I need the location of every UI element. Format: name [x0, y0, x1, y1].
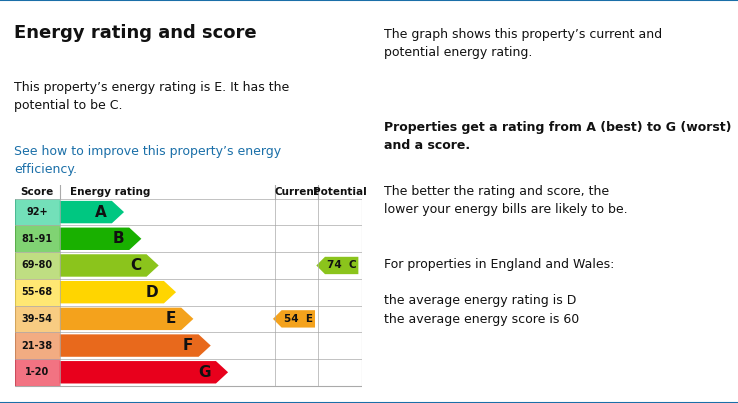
Bar — [15, 305, 60, 332]
Text: the average energy rating is D
the average energy score is 60: the average energy rating is D the avera… — [384, 294, 579, 326]
Bar — [15, 199, 60, 225]
Polygon shape — [60, 361, 228, 384]
Polygon shape — [60, 201, 124, 223]
Text: Score: Score — [21, 187, 54, 197]
Text: For properties in England and Wales:: For properties in England and Wales: — [384, 258, 614, 271]
Bar — [15, 252, 60, 279]
Polygon shape — [273, 310, 315, 328]
Text: 1-20: 1-20 — [25, 367, 49, 377]
Polygon shape — [60, 254, 159, 277]
Bar — [15, 225, 60, 252]
Text: The better the rating and score, the
lower your energy bills are likely to be.: The better the rating and score, the low… — [384, 185, 627, 216]
Text: 55-68: 55-68 — [21, 287, 53, 297]
Text: B: B — [112, 231, 124, 246]
Text: F: F — [183, 338, 193, 353]
Text: The graph shows this property’s current and
potential energy rating.: The graph shows this property’s current … — [384, 28, 662, 59]
Text: Potential: Potential — [313, 187, 367, 197]
Text: Energy rating and score: Energy rating and score — [15, 24, 257, 42]
Text: 74  C: 74 C — [327, 260, 356, 270]
Polygon shape — [60, 281, 176, 303]
Bar — [15, 359, 60, 386]
Text: 54  E: 54 E — [284, 314, 313, 324]
Text: C: C — [130, 258, 142, 273]
Text: Energy rating: Energy rating — [70, 187, 151, 197]
Bar — [15, 279, 60, 305]
Bar — [15, 332, 60, 359]
Text: Properties get a rating from A (best) to G (worst)
and a score.: Properties get a rating from A (best) to… — [384, 121, 731, 152]
Polygon shape — [60, 334, 211, 357]
Text: Current: Current — [275, 187, 319, 197]
Text: G: G — [199, 365, 211, 380]
Polygon shape — [60, 307, 193, 330]
Polygon shape — [317, 257, 359, 274]
Text: See how to improve this property’s energy
efficiency.: See how to improve this property’s energ… — [15, 145, 282, 176]
Text: D: D — [146, 285, 159, 300]
Text: 81-91: 81-91 — [21, 234, 53, 244]
Text: 21-38: 21-38 — [21, 341, 53, 351]
Text: 69-80: 69-80 — [21, 260, 53, 270]
Text: A: A — [95, 205, 107, 220]
Text: 92+: 92+ — [27, 207, 48, 217]
Bar — [15, 185, 362, 199]
Polygon shape — [60, 228, 142, 250]
Text: This property’s energy rating is E. It has the
potential to be C.: This property’s energy rating is E. It h… — [15, 81, 290, 112]
Text: E: E — [165, 312, 176, 326]
Text: 39-54: 39-54 — [22, 314, 53, 324]
